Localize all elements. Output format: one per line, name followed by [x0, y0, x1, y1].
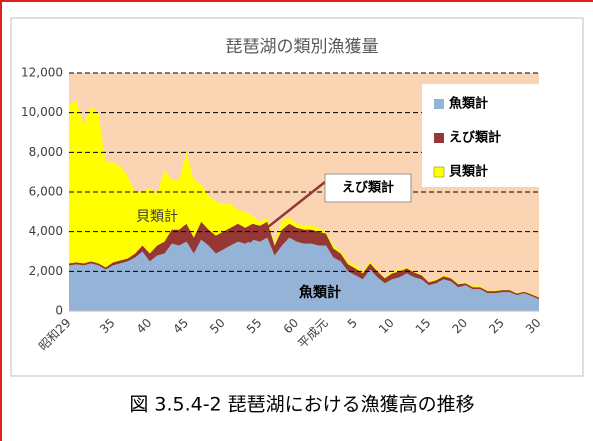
annotation-label: 魚類計 [299, 284, 341, 301]
y-tick-label: 10,000 [21, 105, 63, 119]
legend-label: 貝類計 [449, 164, 488, 180]
y-tick-label: 8,000 [29, 145, 63, 159]
y-tick-label: 12,000 [21, 66, 63, 80]
caption: 図 3.5.4-2 琵琶湖における漁獲高の推移 [129, 394, 474, 416]
legend-swatch [434, 99, 444, 109]
annotation-arrow [248, 181, 326, 243]
chart-title: 琵琶湖の類別漁獲量 [226, 37, 379, 57]
legend-label: 魚類計 [449, 96, 488, 112]
annotation-label: えび類計 [342, 180, 394, 196]
legend-swatch [434, 133, 444, 143]
y-tick-label: 0 [55, 304, 63, 318]
legend-swatch [433, 166, 445, 178]
y-tick-label: 4,000 [29, 224, 63, 238]
area [69, 100, 539, 298]
y-tick-label: 6,000 [29, 185, 63, 199]
legend-label: えび類計 [449, 130, 501, 146]
area [69, 221, 539, 300]
y-tick-label: 2,000 [29, 264, 63, 278]
annotation-box [324, 173, 412, 203]
annotation-label: 貝類計 [136, 209, 178, 225]
area [69, 237, 539, 311]
